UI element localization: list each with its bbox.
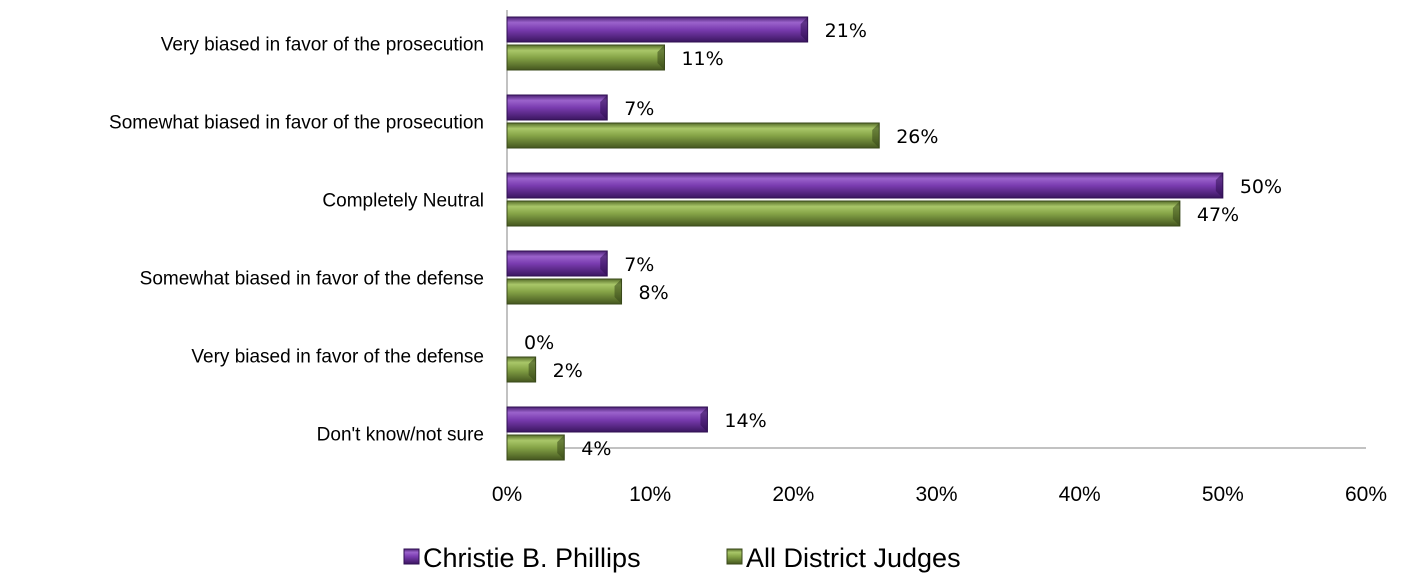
x-tick-label: 40% [1059, 483, 1101, 506]
bar-bevel [700, 407, 708, 432]
bar-all-district-judges [506, 200, 1181, 227]
bar-all-district-judges [506, 122, 880, 149]
category-label: Don't know/not sure [317, 425, 484, 446]
bar-bevel [1215, 173, 1223, 198]
legend-entry: All District Judges [746, 543, 961, 573]
data-label: 11% [681, 48, 723, 70]
bar-bevel [657, 45, 665, 70]
bar-bevel [557, 435, 565, 460]
category-label: Very biased in favor of the defense [191, 347, 484, 368]
bar-bevel [872, 123, 880, 148]
data-label: 2% [553, 360, 583, 382]
data-label: 4% [581, 438, 611, 460]
bar-all-district-judges [506, 434, 565, 461]
data-label: 47% [1197, 204, 1239, 226]
bar-bevel [528, 357, 536, 382]
x-tick-label: 0% [492, 483, 522, 506]
category-label: Somewhat biased in favor of the prosecut… [109, 113, 484, 134]
plot-area: Very biased in favor of the prosecution S… [109, 10, 1387, 506]
bar-christie-b-phillips [506, 94, 608, 121]
data-label: 50% [1240, 176, 1282, 198]
bar-bevel [614, 279, 622, 304]
category-label: Very biased in favor of the prosecution [161, 35, 484, 56]
bar-christie-b-phillips [506, 16, 809, 43]
bar-christie-b-phillips [506, 406, 708, 433]
bar-christie-b-phillips [506, 172, 1224, 199]
legend: Christie B. Phillips All District Judges [403, 543, 961, 573]
legend-swatch [726, 548, 743, 565]
data-label: 21% [825, 20, 867, 42]
x-tick-label: 30% [915, 483, 957, 506]
legend-swatch [403, 548, 420, 565]
x-tick-label: 60% [1345, 483, 1387, 506]
legend-entry: Christie B. Phillips [423, 543, 641, 573]
data-label: 0% [524, 332, 554, 354]
data-label: 26% [896, 126, 938, 148]
bar-bevel [800, 17, 808, 42]
x-tick-label: 20% [772, 483, 814, 506]
x-tick-label: 10% [629, 483, 671, 506]
bar-all-district-judges [506, 44, 665, 71]
data-label: 14% [724, 410, 766, 432]
bar-bevel [1172, 201, 1180, 226]
category-label: Completely Neutral [322, 191, 484, 212]
bar-bevel [600, 251, 608, 276]
bar-all-district-judges [506, 278, 623, 305]
bar-bevel [600, 95, 608, 120]
x-tick-label: 50% [1202, 483, 1244, 506]
data-label: 7% [624, 254, 654, 276]
bar-christie-b-phillips [506, 250, 608, 277]
data-label: 8% [639, 282, 669, 304]
category-label: Somewhat biased in favor of the defense [140, 269, 484, 290]
data-label: 7% [624, 98, 654, 120]
